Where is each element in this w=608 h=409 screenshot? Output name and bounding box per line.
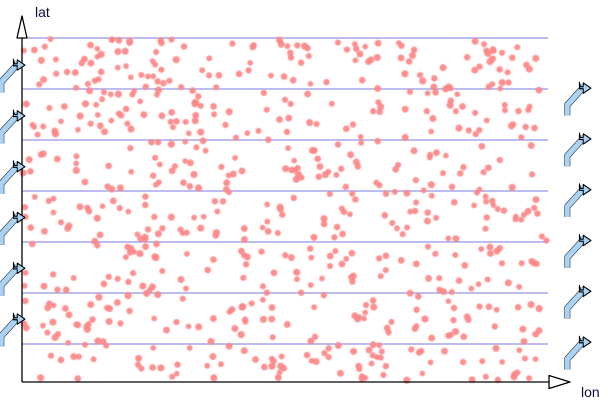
svg-text:lon: lon <box>581 384 600 400</box>
svg-text:lat: lat <box>35 4 50 20</box>
